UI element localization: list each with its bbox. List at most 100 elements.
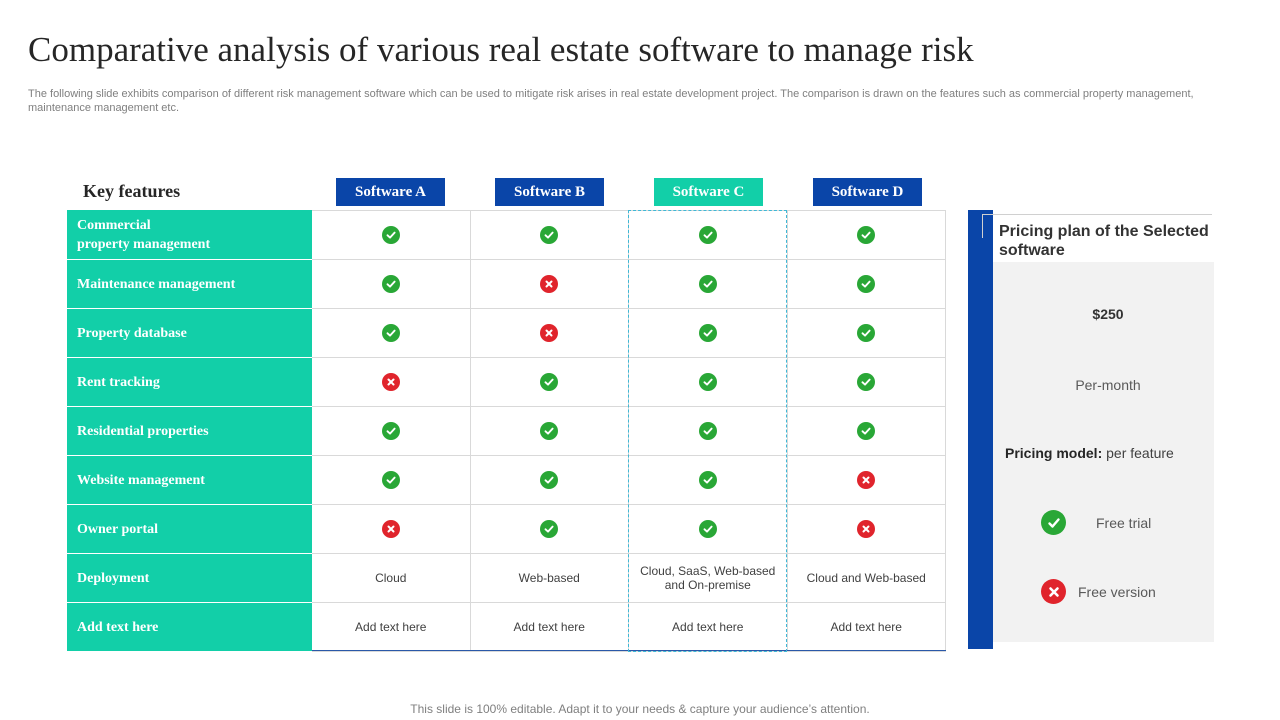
table-cell [787, 309, 946, 358]
table-cell-text: Web-based [470, 554, 629, 603]
cross-circle-icon [1041, 579, 1066, 604]
check-circle-icon [857, 275, 876, 293]
table-cell [787, 358, 946, 407]
check-circle-icon [381, 324, 400, 342]
table-cell [312, 358, 471, 407]
table-cell [312, 407, 471, 456]
pricing-model-label: Pricing model: [1005, 445, 1103, 461]
key-features-label: Key features [83, 181, 181, 201]
table-cell [312, 505, 471, 554]
check-circle-icon [698, 422, 717, 440]
check-circle-icon [857, 226, 876, 244]
table-row: Rent tracking [67, 358, 946, 407]
check-circle-icon [381, 275, 400, 293]
pricing-model-value: per feature [1106, 445, 1174, 461]
table-cell [629, 309, 788, 358]
check-circle-icon [1041, 510, 1066, 535]
software-header-software-b: Software B [495, 178, 604, 206]
feature-label: Maintenance management [67, 260, 312, 309]
table-cell-text: Add text here [312, 603, 471, 652]
table-cell [470, 210, 629, 260]
cross-circle-icon [381, 373, 400, 391]
table-cell [312, 260, 471, 309]
table-cell [470, 505, 629, 554]
table-cell [629, 505, 788, 554]
check-circle-icon [540, 520, 559, 538]
table-cell-text: Add text here [470, 603, 629, 652]
table-cell [312, 456, 471, 505]
slide-subtitle: The following slide exhibits comparison … [28, 88, 1194, 114]
table-cell [470, 309, 629, 358]
table-row: Owner portal [67, 505, 946, 554]
free-version-label: Free version [1078, 583, 1156, 600]
pricing-model: Pricing model: per feature [1005, 445, 1174, 461]
table-row: Residential properties [67, 407, 946, 456]
check-circle-icon [857, 373, 876, 391]
feature-label: Add text here [67, 603, 312, 652]
check-circle-icon [381, 226, 400, 244]
pricing-frame-line [982, 214, 983, 238]
check-circle-icon [540, 471, 559, 489]
pricing-title: Pricing plan of the Selected software [999, 223, 1209, 259]
check-circle-icon [698, 226, 717, 244]
table-row: Add text here Add text here Add text here A… [67, 603, 946, 652]
feature-label: Website management [67, 456, 312, 505]
table-cell-text: Cloud [312, 554, 471, 603]
table-cell [629, 358, 788, 407]
table-cell [470, 407, 629, 456]
table-cell [312, 210, 471, 260]
check-circle-icon [857, 422, 876, 440]
check-circle-icon [540, 373, 559, 391]
pricing-price: $250 [1092, 306, 1124, 322]
free-version-item: Free version [1041, 579, 1156, 604]
feature-label: Commercial property management [67, 210, 312, 260]
check-circle-icon [698, 520, 717, 538]
table-cell [787, 210, 946, 260]
table-row: Property database [67, 309, 946, 358]
table-cell-text: Cloud, SaaS, Web-based and On-premise [629, 554, 788, 603]
table-row: Maintenance management [67, 260, 946, 309]
cross-circle-icon [381, 520, 400, 538]
check-circle-icon [698, 373, 717, 391]
feature-label: Residential properties [67, 407, 312, 456]
pricing-panel [993, 262, 1214, 642]
table-row: Website management [67, 456, 946, 505]
pricing-frame-line [982, 214, 1212, 215]
feature-label: Property database [67, 309, 312, 358]
check-circle-icon [857, 324, 876, 342]
pricing-period: Per-month [1075, 377, 1141, 393]
pricing-panel-bar [968, 210, 993, 649]
feature-label: Owner portal [67, 505, 312, 554]
table-cell [470, 358, 629, 407]
cross-circle-icon [540, 275, 559, 293]
table-cell-text: Add text here [629, 603, 788, 652]
table-cell [470, 260, 629, 309]
check-circle-icon [698, 471, 717, 489]
table-cell [312, 309, 471, 358]
free-trial-item: Free trial [1041, 510, 1151, 535]
cross-circle-icon [857, 471, 876, 489]
feature-label: Deployment [67, 554, 312, 603]
table-cell [629, 456, 788, 505]
software-header-software-d: Software D [813, 178, 922, 206]
table-row: Deployment Cloud Web-based Cloud, SaaS, Web… [67, 554, 946, 603]
footer-note: This slide is 100% editable. Adapt it to… [410, 702, 870, 716]
table-cell [629, 260, 788, 309]
table-cell [787, 407, 946, 456]
table-cell [470, 456, 629, 505]
check-circle-icon [381, 422, 400, 440]
table-bottom-line [312, 650, 946, 651]
table-cell [787, 260, 946, 309]
free-trial-label: Free trial [1096, 514, 1152, 531]
feature-label: Rent tracking [67, 358, 312, 407]
table-cell [629, 407, 788, 456]
table-cell [629, 210, 788, 260]
software-header-software-a: Software A [336, 178, 445, 206]
slide-title: Comparative analysis of various real est… [28, 30, 974, 69]
check-circle-icon [381, 471, 400, 489]
comparison-table: Commercial property management Maintenanc… [67, 210, 946, 652]
check-circle-icon [540, 226, 559, 244]
table-cell-text: Cloud and Web-based [787, 554, 946, 603]
check-circle-icon [540, 422, 559, 440]
software-header-software-c: Software C [654, 178, 763, 206]
